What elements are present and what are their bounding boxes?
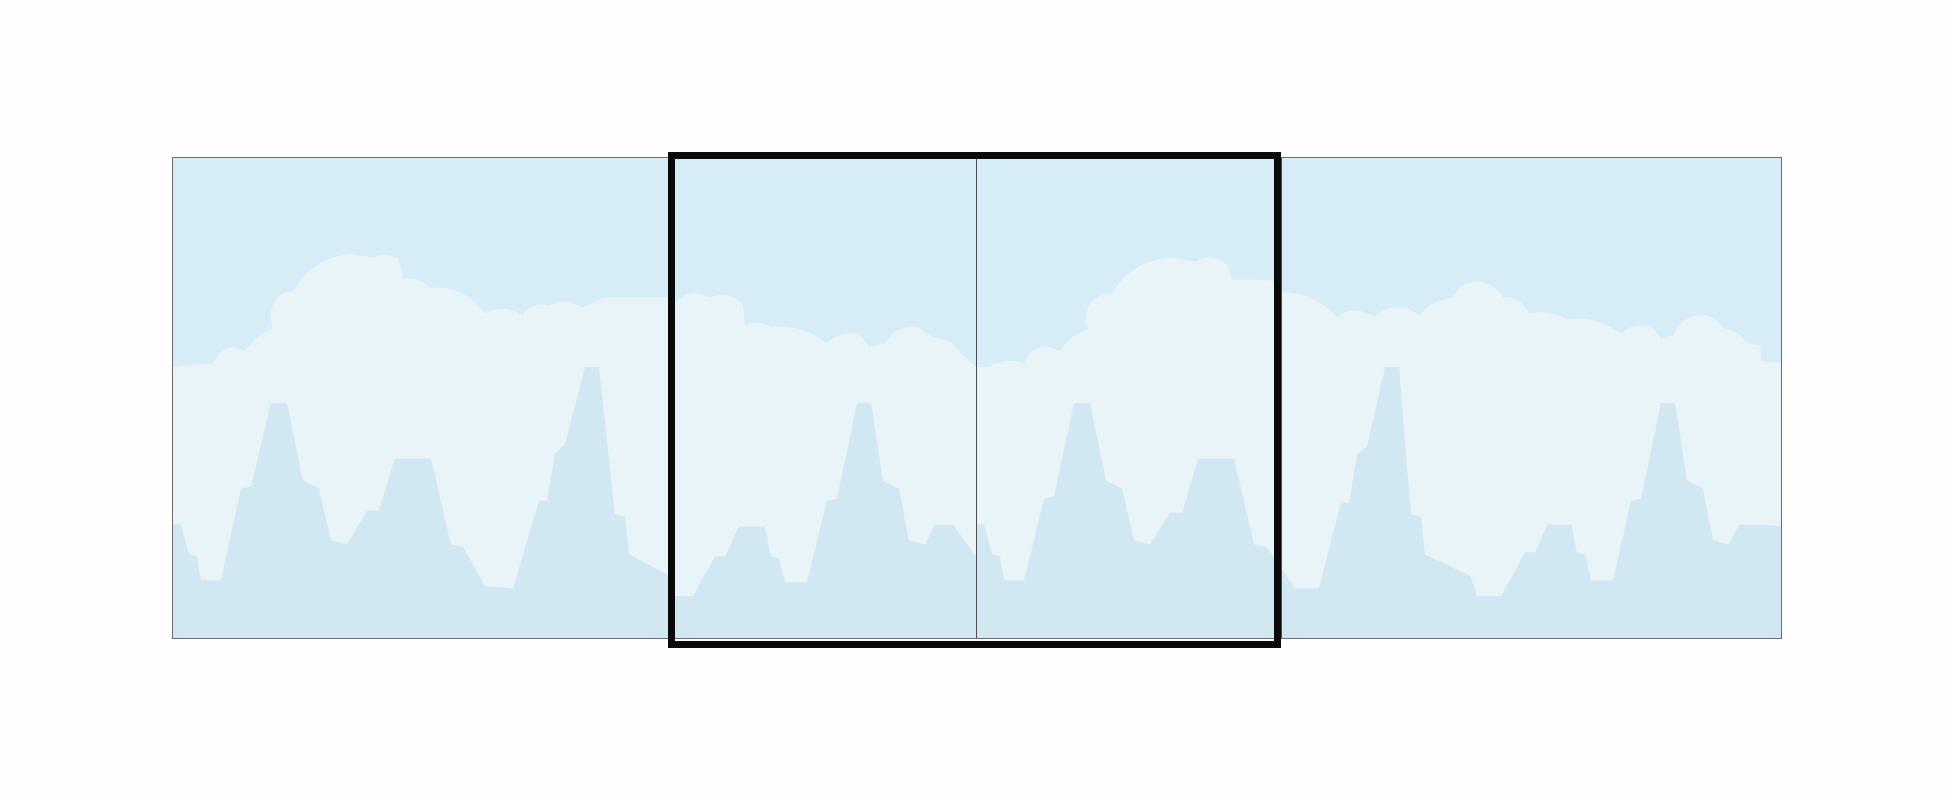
background-tile-1 xyxy=(173,158,671,638)
cloud-mountain-layer xyxy=(1281,158,1781,638)
parallax-background xyxy=(172,157,1782,639)
background-tile-2 xyxy=(671,158,976,638)
background-tile-4 xyxy=(1281,158,1781,638)
cloud-mountain-layer xyxy=(671,158,976,638)
background-tile-3 xyxy=(976,158,1281,638)
cloud-mountain-layer xyxy=(173,158,671,638)
tile-seam xyxy=(1281,158,1282,638)
cloud-mountain-layer xyxy=(976,158,1281,638)
camera-viewport-frame[interactable] xyxy=(668,152,1281,648)
tile-seam xyxy=(976,158,977,638)
